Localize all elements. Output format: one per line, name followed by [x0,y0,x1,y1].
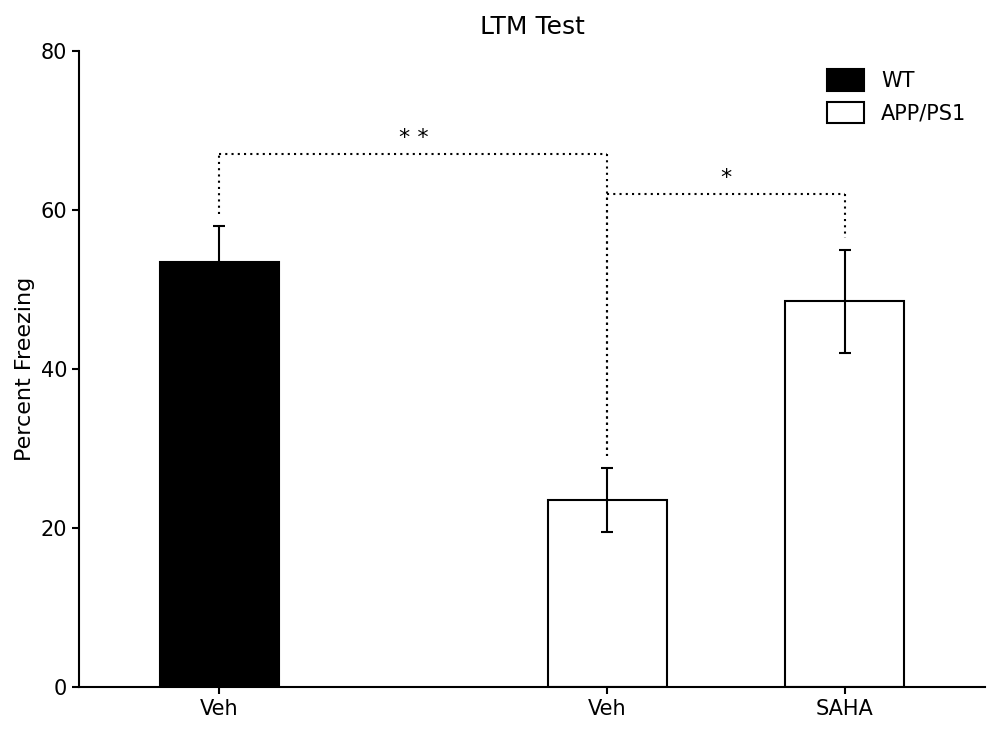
Text: *: * [721,167,732,187]
Text: * *: * * [399,128,428,148]
Bar [160,261,279,687]
Bar [785,301,904,687]
Legend: WT, APP/PS1: WT, APP/PS1 [818,61,975,131]
Y-axis label: Percent Freezing: Percent Freezing [15,277,35,461]
Title: LTM Test: LTM Test [480,15,584,39]
Bar [548,500,667,687]
